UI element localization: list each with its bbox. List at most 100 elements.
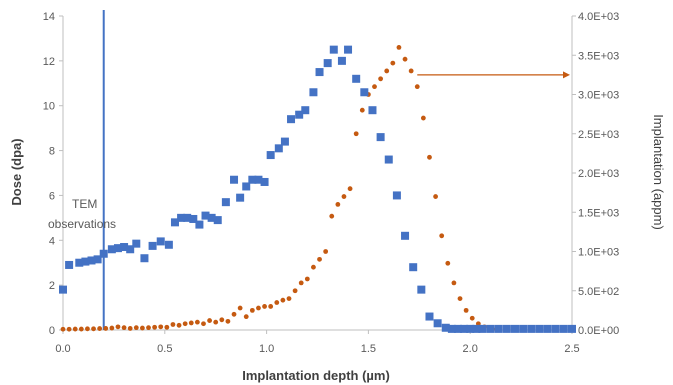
dose-point — [75, 258, 84, 267]
dose-point — [486, 324, 495, 333]
dose-point — [126, 245, 135, 254]
dose-point — [170, 218, 179, 227]
implantation-point — [286, 296, 292, 301]
dose-point — [280, 137, 289, 146]
implantation-point — [225, 318, 231, 324]
implantation-point — [237, 305, 243, 311]
implantation-point — [170, 322, 176, 327]
dose-point — [177, 213, 186, 222]
dose-point — [543, 324, 552, 333]
y2-tick-label: 5.0E+02 — [578, 286, 619, 298]
implantation-point — [109, 325, 115, 331]
dose-point — [392, 191, 401, 200]
dose-point — [164, 240, 173, 249]
dose-point — [559, 324, 568, 333]
implantation-point — [243, 314, 249, 320]
implantation-point — [414, 84, 420, 90]
dose-point — [213, 216, 222, 225]
dose-point — [266, 151, 275, 160]
implantation-point — [262, 304, 267, 309]
dose-point — [156, 237, 165, 246]
dose-point — [274, 144, 283, 153]
implantation-point — [408, 68, 414, 74]
dose-point — [568, 324, 576, 333]
y-tick-label: 12 — [43, 56, 55, 68]
dose-point — [401, 231, 410, 240]
y-tick-label: 8 — [49, 146, 55, 158]
implantation-point — [390, 60, 396, 66]
dose-point — [287, 115, 296, 124]
dose-point — [502, 324, 511, 333]
implantation-point — [249, 307, 255, 313]
dose-point — [433, 319, 442, 328]
dose-point — [425, 312, 434, 321]
implantation-point — [329, 213, 335, 219]
dose-point — [99, 249, 108, 258]
implantation-point — [188, 320, 194, 326]
implantation-point — [353, 131, 359, 137]
x-tick-label: 0.0 — [55, 343, 70, 355]
implantation-point — [176, 322, 182, 328]
plot-area: 0 2 4 6 8 10 12 14 0.0E+00 5.0E+02 1.0E+03 1.5E+03 2… — [43, 10, 619, 355]
dose-point — [132, 239, 141, 248]
implantation-point — [292, 288, 298, 294]
dose-point — [329, 45, 338, 54]
implantation-point — [97, 326, 103, 331]
x-tick-label: 2.0 — [463, 343, 478, 355]
dose-point — [551, 324, 560, 333]
implantation-point — [133, 325, 139, 331]
dose-point — [376, 133, 385, 142]
implantation-point — [140, 325, 145, 331]
dose-point — [295, 110, 304, 119]
implantation-point — [194, 319, 200, 325]
dose-point — [120, 243, 129, 252]
implantation-point — [164, 324, 170, 330]
dose-point — [236, 193, 245, 202]
implantation-point — [439, 233, 445, 239]
y2-tick-label: 0.0E+00 — [578, 325, 619, 337]
implantation-point — [121, 325, 127, 331]
dose-point — [453, 324, 462, 333]
dose-point — [409, 263, 418, 272]
dose-point — [201, 211, 210, 220]
x-tick-label: 0.5 — [157, 343, 172, 355]
y2-tick-label: 2.0E+03 — [578, 168, 619, 180]
dose-point — [107, 245, 116, 254]
implantation-point — [359, 107, 365, 113]
tem-annotation-line2: observations — [48, 217, 116, 231]
dose-point — [195, 220, 204, 229]
implantation-point — [347, 186, 353, 192]
dose-point — [441, 323, 450, 332]
y-tick-label: 0 — [49, 325, 55, 337]
implantation-point — [317, 256, 322, 262]
dose-point — [315, 68, 324, 77]
implantation-point — [396, 45, 402, 50]
implantation-point — [372, 84, 377, 90]
implantation-point — [207, 318, 212, 323]
right-axis-arrow-head — [563, 71, 570, 79]
y-tick-label: 6 — [49, 190, 55, 202]
implantation-point — [219, 317, 225, 323]
implantation-point — [378, 76, 384, 82]
dose-point — [384, 155, 393, 164]
dose-point — [207, 213, 216, 222]
dose-point — [309, 88, 318, 97]
dose-point — [59, 285, 67, 294]
dose-point — [447, 324, 456, 333]
x-tick-label: 1.5 — [361, 343, 376, 355]
dose-point — [510, 324, 519, 333]
implantation-point — [341, 194, 347, 199]
y2-tick-label: 2.5E+03 — [578, 129, 619, 141]
implantation-point — [445, 260, 451, 266]
dose-point — [337, 56, 346, 65]
y2-tick-label: 1.0E+03 — [578, 247, 619, 259]
implantation-point — [127, 326, 133, 331]
dose-point — [260, 177, 269, 186]
dose-point — [254, 175, 263, 184]
implantation-point — [231, 311, 237, 317]
dose-point — [527, 324, 536, 333]
implantation-point — [384, 68, 390, 74]
implantation-point — [115, 324, 121, 330]
x-tick-label: 2.5 — [564, 343, 579, 355]
